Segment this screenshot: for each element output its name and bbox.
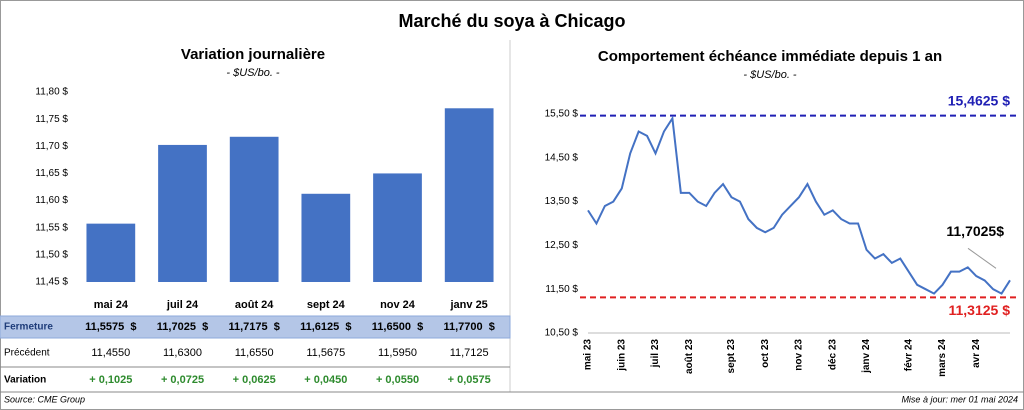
row-header: Fermeture (4, 322, 53, 333)
x-tick-label: janv 24 (861, 339, 872, 374)
table-cell: + 0,0550 (376, 374, 419, 386)
bar (86, 223, 136, 282)
table-cell: 11,7125 (450, 347, 489, 359)
row-header: Précédent (4, 348, 50, 359)
table-cell: + 0,0725 (161, 374, 204, 386)
x-tick-label: nov 23 (794, 339, 805, 371)
y-tick-label: 11,50 $ (35, 249, 68, 260)
table-cell: 11,7700 $ (443, 321, 494, 333)
table-cell: 11,6300 (163, 347, 202, 359)
table-cell: 11,5675 (306, 347, 345, 359)
x-tick-label: mai 23 (583, 339, 594, 371)
x-tick-label: sept 24 (307, 299, 346, 311)
highlight-row (0, 315, 511, 339)
y-tick-label: 11,80 $ (35, 87, 68, 98)
x-tick-label: mai 24 (94, 299, 129, 311)
x-tick-label: sept 23 (726, 339, 737, 374)
table-cell: + 0,0575 (448, 374, 491, 386)
bar (301, 193, 351, 282)
x-tick-label: nov 24 (380, 299, 416, 311)
y-tick-label: 15,50 $ (545, 109, 579, 120)
table-cell: + 0,0450 (304, 374, 347, 386)
reference-label: 15,4625 $ (948, 92, 1010, 108)
annotation-leader (967, 247, 997, 269)
x-tick-label: juin 23 (616, 339, 627, 372)
y-tick-label: 11,75 $ (35, 114, 68, 125)
table-cell: + 0,1025 (89, 374, 132, 386)
bar (158, 144, 207, 282)
chart-title: Variation journalière (181, 46, 325, 63)
table-cell: 11,7175 $ (228, 321, 279, 333)
x-tick-label: janv 25 (450, 299, 488, 311)
update-date: Mise à jour: mer 01 mai 2024 (901, 394, 1018, 404)
chart-title: Comportement échéance immédiate depuis 1… (598, 48, 942, 65)
source: Source: CME Group (4, 394, 85, 404)
y-tick-label: 13,50 $ (545, 196, 579, 207)
reference-label: 11,3125 $ (948, 302, 1010, 318)
bar (444, 108, 494, 283)
annotation: 11,7025$ (946, 223, 1004, 239)
chart-subtitle: - $US/bo. - (226, 67, 280, 79)
bar (229, 136, 279, 282)
y-tick-label: 11,55 $ (35, 222, 68, 233)
x-tick-label: juil 23 (650, 339, 661, 369)
y-tick-label: 11,60 $ (35, 195, 68, 206)
table-cell: + 0,0625 (233, 374, 276, 386)
bar (373, 173, 422, 282)
x-tick-label: mars 24 (937, 339, 948, 377)
y-tick-label: 11,45 $ (35, 277, 68, 288)
table-cell: 11,6500 $ (372, 321, 423, 333)
x-tick-label: déc 23 (827, 339, 838, 371)
page-title: Marché du soya à Chicago (398, 11, 625, 31)
price-line (587, 115, 1011, 295)
x-tick-label: juil 24 (166, 299, 199, 311)
row-header: Variation (4, 375, 46, 386)
x-tick-label: août 23 (684, 339, 695, 374)
y-tick-label: 14,50 $ (545, 152, 579, 163)
y-tick-label: 11,65 $ (35, 168, 68, 179)
table-cell: 11,5575 $ (85, 321, 136, 333)
x-tick-label: août 24 (235, 299, 274, 311)
y-tick-label: 10,50 $ (545, 328, 579, 339)
chart-subtitle: - $US/bo. - (743, 69, 797, 81)
table-cell: 11,6125 $ (300, 321, 351, 333)
x-tick-label: avr 24 (971, 339, 982, 368)
x-tick-label: févr 24 (903, 339, 914, 372)
table-cell: 11,5950 (378, 347, 417, 359)
table-cell: 11,7025 $ (157, 321, 208, 333)
y-tick-label: 12,50 $ (545, 240, 579, 251)
x-tick-label: oct 23 (760, 339, 771, 368)
table-cell: 11,6550 (235, 347, 274, 359)
y-tick-label: 11,50 $ (545, 284, 578, 295)
table-cell: 11,4550 (91, 347, 130, 359)
y-tick-label: 11,70 $ (35, 141, 68, 152)
